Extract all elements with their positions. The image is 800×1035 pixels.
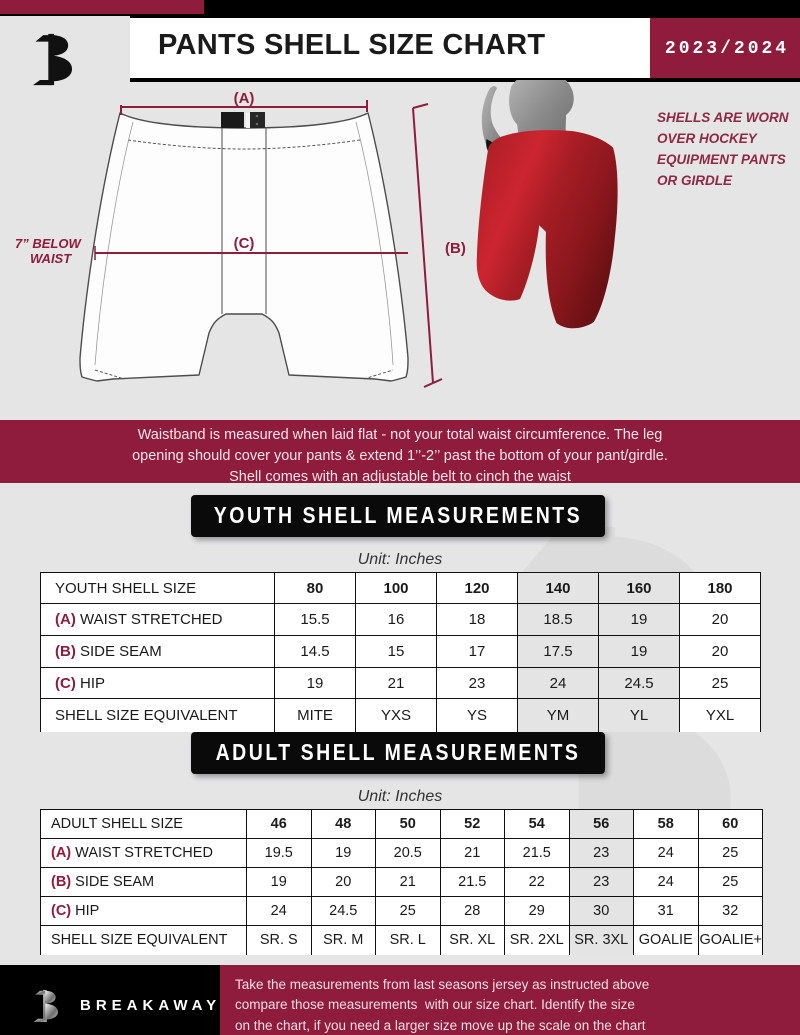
svg-text:WAIST: WAIST (30, 251, 72, 266)
svg-text:(B): (B) (445, 240, 466, 257)
svg-text:(C): (C) (234, 235, 255, 252)
svg-text:7” BELOW: 7” BELOW (15, 236, 82, 251)
svg-text:(A): (A) (234, 90, 255, 107)
